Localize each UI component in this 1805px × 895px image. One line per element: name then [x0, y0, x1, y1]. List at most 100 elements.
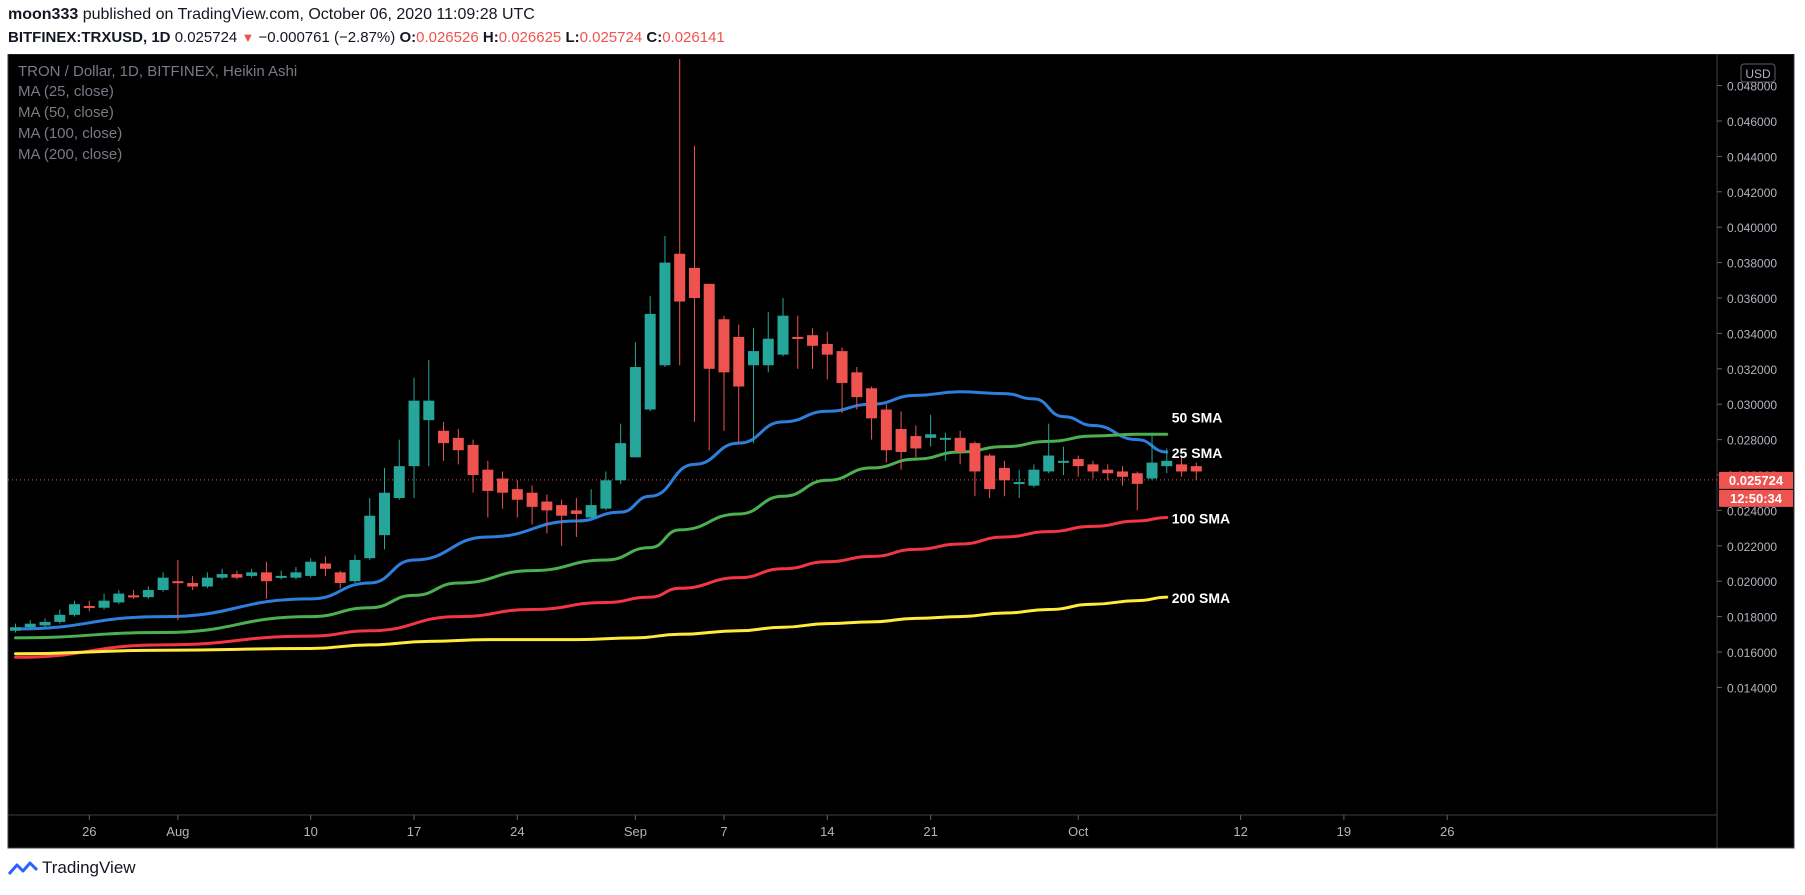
candle-body: [600, 480, 612, 509]
candle-body: [629, 367, 641, 458]
candle-body: [408, 400, 420, 467]
candle-up: [423, 359, 435, 467]
candle-body: [128, 595, 140, 598]
candle-body: [807, 335, 819, 346]
candle-body: [925, 434, 937, 438]
candle-body: [556, 505, 568, 516]
candle-body: [1057, 460, 1069, 463]
candle-up: [408, 377, 420, 499]
candle-body: [1087, 464, 1099, 472]
candle-down: [83, 600, 95, 612]
candle-up: [1043, 423, 1055, 474]
author-name[interactable]: moon333: [8, 6, 79, 23]
price-chart[interactable]: 0.014000 0.016000 0.018000 0.020000 0.022000…: [0, 54, 1805, 849]
price-tick-label: 0.044000: [1727, 150, 1777, 164]
time-tick-label: 7: [720, 824, 727, 839]
candle-up: [1146, 432, 1158, 481]
candle-body: [659, 262, 671, 366]
candle-body: [1146, 462, 1158, 479]
last-price-badge: 0.025724: [1719, 471, 1793, 489]
candle-up: [1028, 464, 1040, 488]
candle-body: [1013, 482, 1025, 485]
candle-body: [467, 444, 479, 475]
candle-body: [821, 344, 833, 355]
price-tick-label: 0.016000: [1727, 646, 1777, 660]
time-axis[interactable]: 26 Aug 10 17 24 Sep 7 14 21 Oct 12 19 26: [82, 815, 1454, 839]
candle-body: [54, 614, 66, 622]
legend-ma200[interactable]: MA (200, close): [18, 146, 122, 163]
high-value: 0.026625: [498, 29, 562, 46]
price-tick-label: 0.030000: [1727, 398, 1777, 412]
candle-body: [349, 559, 361, 582]
candle-body: [880, 409, 892, 451]
candle-body: [792, 336, 804, 339]
candle-down: [1117, 466, 1128, 486]
candle-body: [954, 437, 966, 452]
down-arrow-icon: ▼: [241, 30, 255, 45]
candle-down: [570, 498, 582, 537]
candle-body: [762, 338, 774, 366]
candle-body: [939, 437, 951, 440]
candle-body: [866, 388, 878, 419]
candle-down: [998, 460, 1010, 497]
candle-body: [1161, 460, 1173, 467]
time-tick-label: 17: [407, 824, 421, 839]
price-tick-label: 0.034000: [1727, 327, 1777, 341]
candle-body: [246, 572, 258, 576]
price-tick-label: 0.014000: [1727, 681, 1777, 695]
candle-down: [807, 328, 819, 369]
candle-body: [172, 581, 184, 584]
candle-down: [187, 575, 199, 591]
candle-up: [600, 471, 612, 511]
symbol-info: BITFINEX:TRXUSD, 1D 0.025724 ▼ −0.000761…: [8, 29, 725, 46]
candle-body: [541, 501, 553, 511]
price-tick-label: 0.040000: [1727, 221, 1777, 235]
candle-body: [674, 253, 686, 302]
currency-button[interactable]: USD: [1740, 63, 1776, 83]
candle-body: [910, 436, 922, 449]
ma-labels: 25 SMA 50 SMA 100 SMA 200 SMA: [1172, 409, 1230, 606]
legend-ma25[interactable]: MA (25, close): [18, 83, 114, 100]
candle-down: [511, 480, 523, 518]
candle-down: [792, 315, 804, 369]
high-label: H:: [482, 29, 499, 46]
candle-body: [688, 267, 700, 298]
time-tick-label: Sep: [624, 824, 647, 839]
candle-up: [349, 554, 361, 583]
candle-up: [1161, 448, 1173, 474]
legend-ma100[interactable]: MA (100, close): [18, 125, 122, 142]
candle-up: [69, 600, 81, 617]
countdown-badge-text: 12:50:34: [1730, 491, 1783, 506]
publish-info: moon333 published on TradingView.com, Oc…: [8, 6, 535, 24]
candle-up: [1057, 446, 1069, 475]
price-change: −0.000761 (−2.87%): [258, 29, 396, 46]
candle-down: [172, 559, 184, 621]
candle-down: [541, 494, 553, 534]
candle-down: [526, 485, 538, 525]
close-label: C:: [646, 29, 663, 46]
currency-label: USD: [1745, 67, 1771, 81]
candle-down: [467, 439, 479, 493]
open-value: 0.026526: [416, 29, 479, 46]
price-tick-label: 0.020000: [1727, 575, 1777, 589]
candle-up: [201, 572, 213, 589]
candle-down: [674, 59, 686, 366]
candle-body: [142, 590, 154, 598]
price-tick-label: 0.038000: [1727, 257, 1777, 271]
price-tick-label: 0.018000: [1727, 611, 1777, 625]
legend-ma50[interactable]: MA (50, close): [18, 104, 114, 121]
footer-brand[interactable]: TradingView: [8, 858, 136, 878]
candle-body: [83, 605, 95, 608]
candle-up: [925, 414, 937, 447]
candle-body: [24, 623, 36, 628]
candle-body: [98, 600, 110, 608]
price-tick-label: 0.032000: [1727, 363, 1777, 377]
legend-title: TRON / Dollar, 1D, BITFINEX, Heikin Ashi: [18, 63, 297, 80]
candle-body: [570, 510, 582, 514]
candle-up: [1013, 469, 1025, 499]
candle-body: [452, 437, 464, 451]
candle-up: [113, 590, 125, 605]
candles: [10, 59, 1202, 633]
candle-body: [187, 582, 199, 587]
candle-body: [364, 515, 376, 559]
